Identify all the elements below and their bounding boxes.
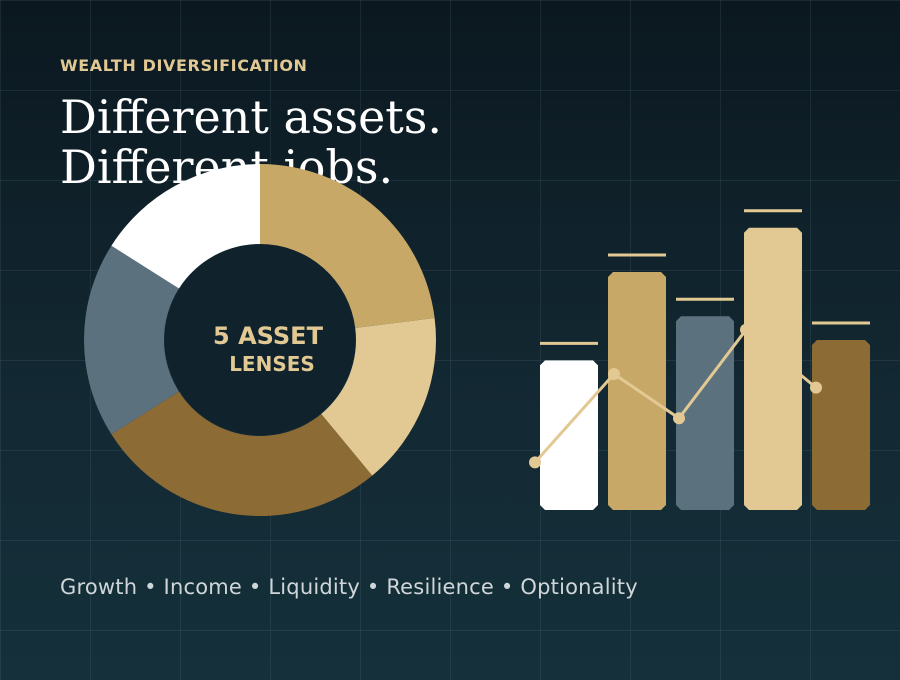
donut-slice-3 [111,391,373,516]
headline: Different assets. Different jobs. [60,92,442,192]
donut-center-sublabel: LENSES [229,352,315,376]
donut-hole [165,245,355,435]
donut-chart [84,164,436,516]
donut-slice-1 [260,164,435,328]
bar-4 [744,227,802,511]
donut-slice-5 [111,164,260,289]
trend-point-2 [608,368,620,380]
footer-tagline: Growth • Income • Liquidity • Resilience… [60,575,638,599]
bar-line-chart [529,209,870,511]
bar-1 [540,360,598,510]
headline-line-1: Different assets. [60,90,443,144]
trend-point-4 [740,323,752,336]
trend-point-1 [529,456,541,469]
trend-point-3 [673,412,685,425]
donut-center-label: 5 ASSET [213,322,324,350]
eyebrow-label: WEALTH DIVERSIFICATION [60,56,308,75]
bar-5 [812,340,870,510]
donut-slice-2 [321,317,436,476]
trend-point-5 [810,381,822,394]
donut-slice-4 [84,245,179,435]
